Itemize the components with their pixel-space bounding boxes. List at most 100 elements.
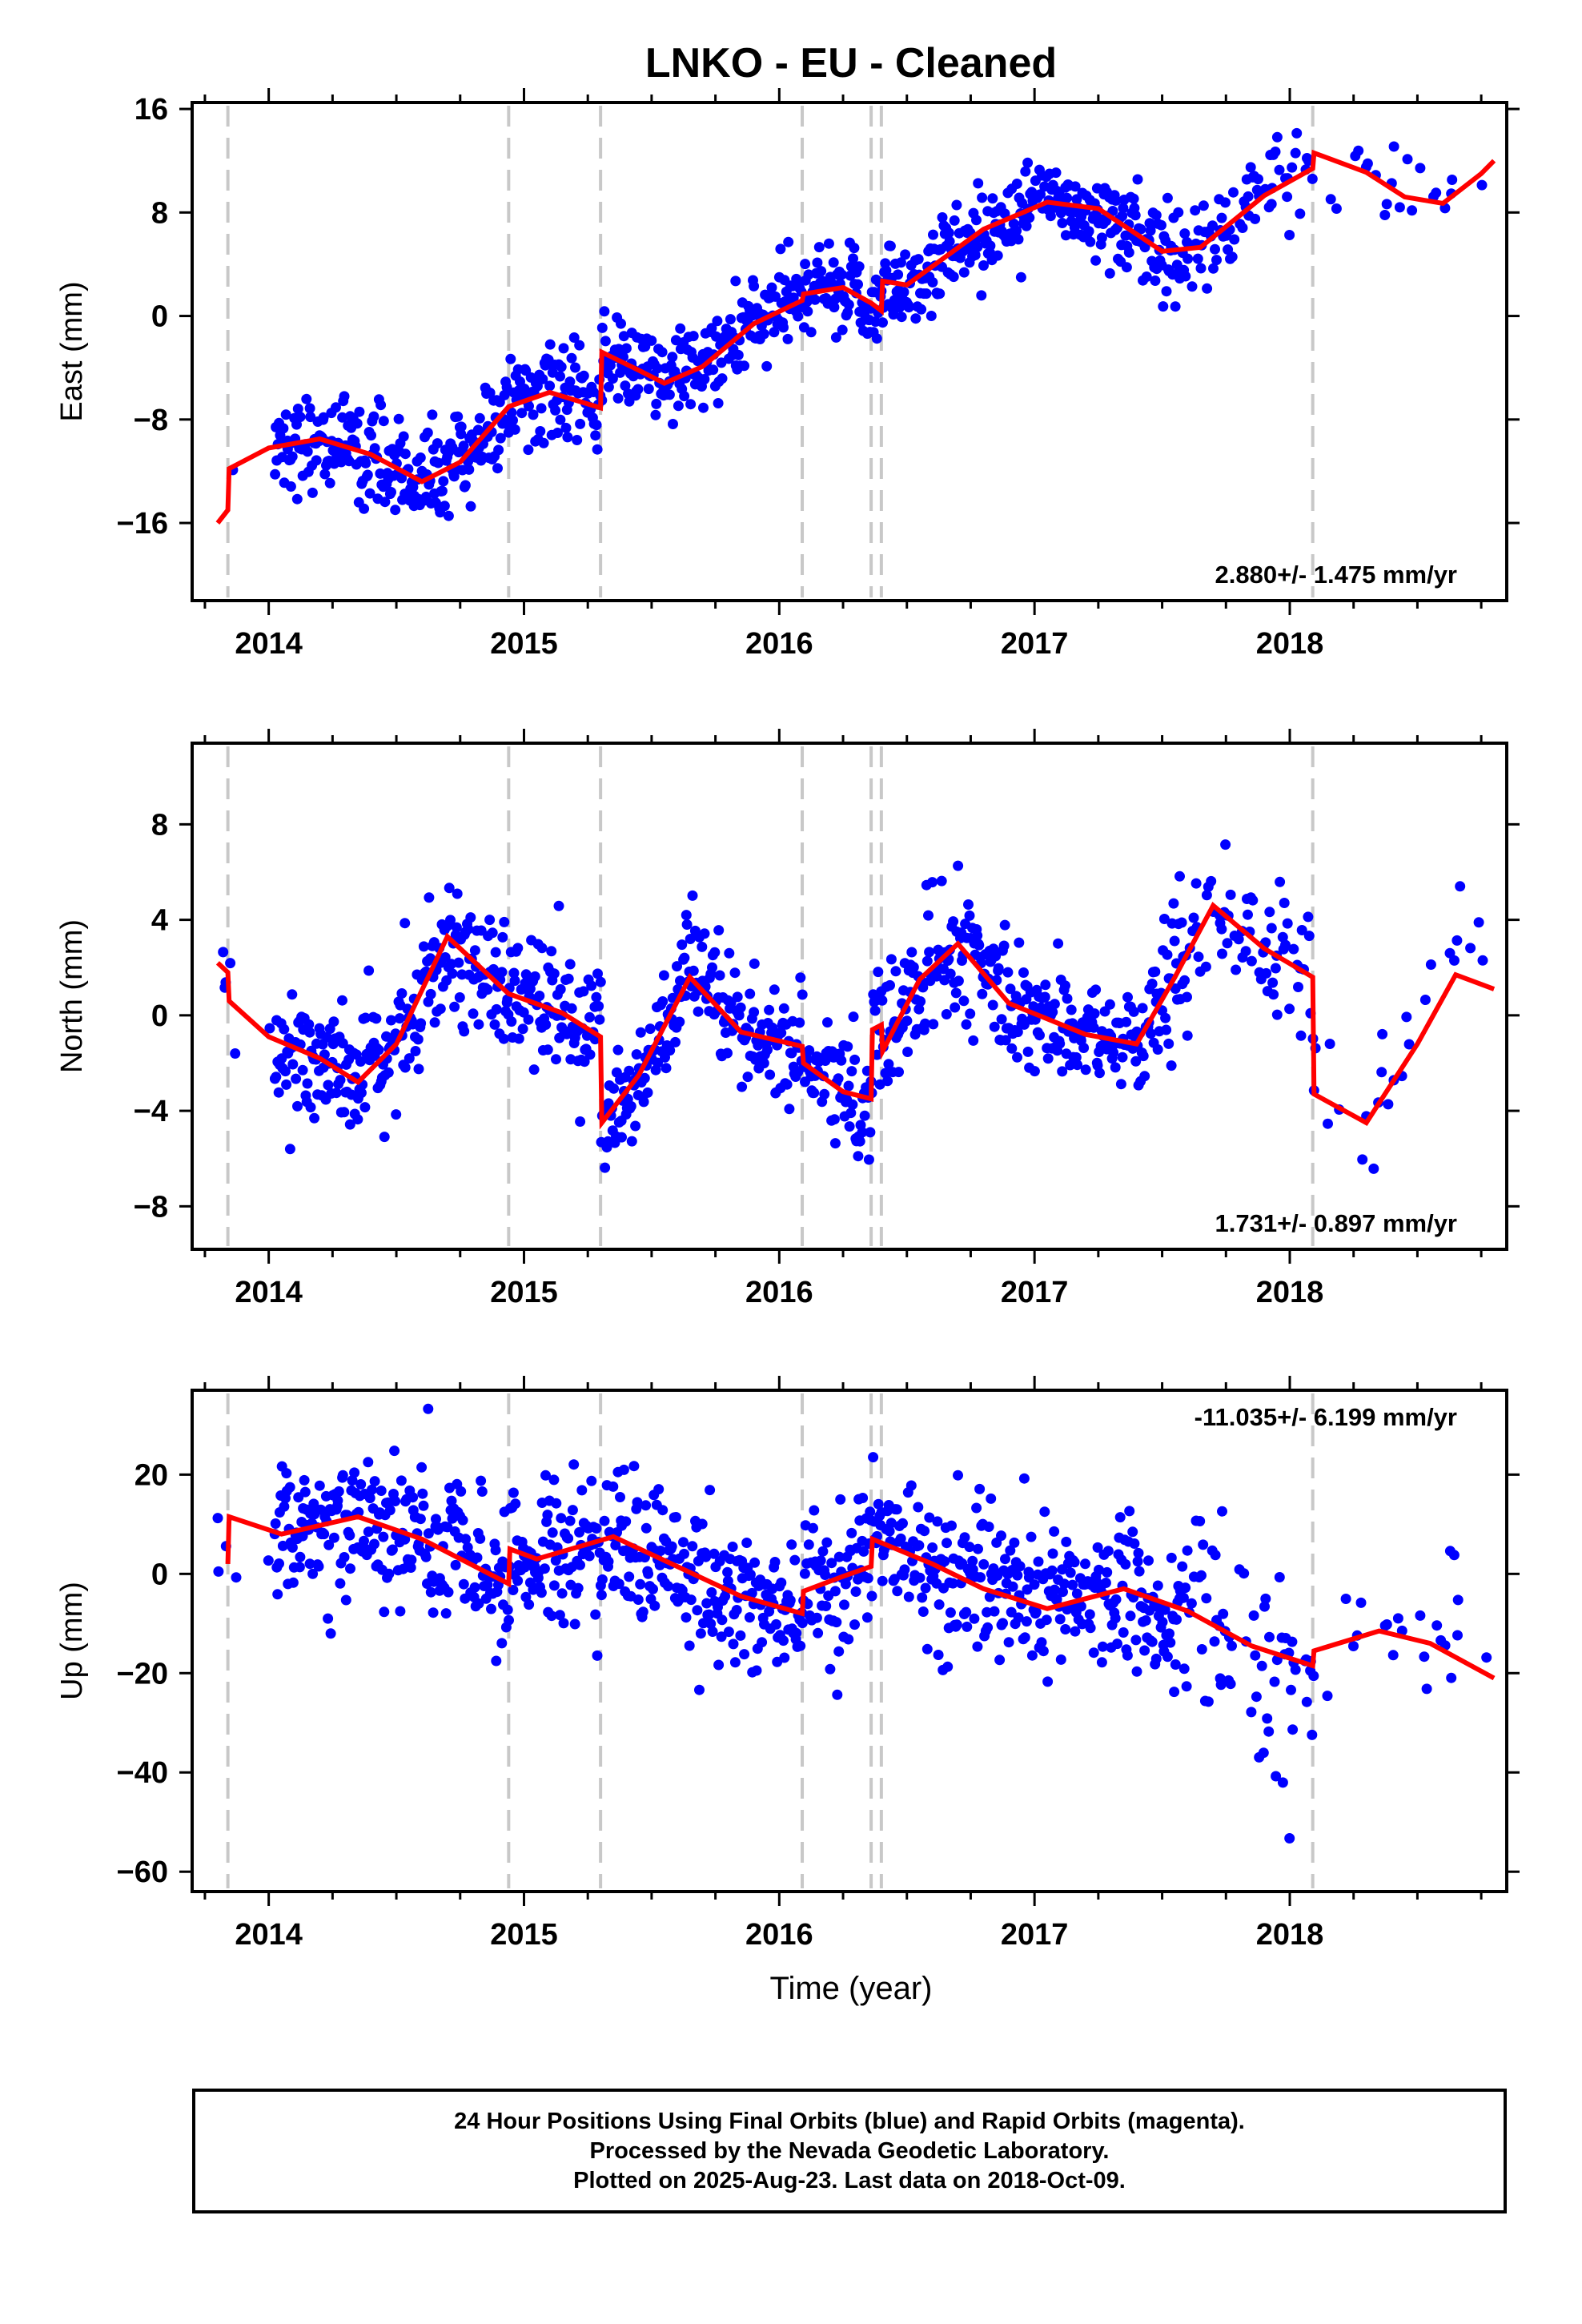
data-point [1198, 200, 1209, 211]
data-point [422, 427, 433, 438]
data-point [624, 1571, 635, 1582]
data-point [733, 1010, 745, 1021]
data-point [1290, 147, 1301, 159]
data-point [564, 376, 576, 388]
data-point [1324, 1039, 1335, 1049]
data-point [272, 1589, 283, 1600]
data-point [459, 1026, 470, 1037]
data-point [1166, 1060, 1177, 1072]
data-point [632, 1594, 644, 1605]
data-point [600, 1162, 611, 1173]
data-point [1018, 967, 1029, 978]
points-layer [227, 127, 1488, 521]
data-point [590, 1609, 601, 1620]
data-point [450, 1559, 461, 1570]
caption-line-2: Processed by the Nevada Geodetic Laborat… [589, 2137, 1110, 2164]
data-point [786, 1539, 797, 1550]
data-point [548, 968, 560, 979]
data-point [1362, 158, 1373, 169]
data-point [1229, 234, 1240, 245]
data-point [369, 1476, 380, 1487]
data-point [496, 967, 508, 978]
data-point [994, 1655, 1006, 1666]
data-point [958, 267, 970, 278]
data-point [1067, 1579, 1078, 1590]
data-point [885, 1518, 897, 1529]
data-point [404, 1053, 415, 1064]
data-point [797, 989, 808, 1000]
data-point [295, 412, 306, 423]
data-point [1054, 1038, 1066, 1049]
data-point [556, 1513, 567, 1524]
data-point [857, 1493, 869, 1503]
y-tick-label: 8 [151, 196, 168, 230]
data-point [523, 1014, 534, 1025]
data-point [490, 947, 501, 958]
data-point [1263, 1726, 1275, 1737]
data-point [551, 1498, 562, 1509]
data-point [819, 1088, 830, 1100]
data-point [1080, 1558, 1090, 1570]
data-point [705, 1618, 717, 1630]
data-point [1196, 1644, 1207, 1655]
data-point [1206, 875, 1217, 887]
data-point [1169, 935, 1180, 947]
data-point [1096, 1657, 1107, 1668]
data-point [1188, 912, 1199, 923]
data-point [684, 1640, 695, 1651]
data-point [454, 992, 465, 1003]
data-point [697, 1518, 708, 1530]
data-point [655, 1546, 666, 1556]
data-point [769, 1557, 781, 1567]
data-point [1091, 183, 1102, 194]
data-point [1200, 961, 1211, 972]
data-point [1088, 1022, 1099, 1033]
data-point [722, 1566, 733, 1578]
data-point [829, 302, 840, 313]
data-point [1071, 1588, 1082, 1599]
data-point [643, 1568, 654, 1579]
data-point [898, 287, 909, 298]
data-point [1150, 1653, 1162, 1664]
data-point [1058, 1578, 1070, 1590]
y-tick-label: −4 [134, 1095, 168, 1128]
data-point [1060, 230, 1071, 241]
data-point [512, 1575, 524, 1586]
data-point [1088, 1647, 1099, 1659]
data-point [460, 1534, 472, 1545]
data-point [902, 1047, 913, 1057]
data-point [476, 1475, 487, 1486]
data-point [1014, 937, 1025, 948]
data-point [883, 1059, 894, 1070]
data-point [1036, 1637, 1047, 1648]
y-axis-label: North (mm) [55, 919, 89, 1073]
data-point [1110, 195, 1122, 206]
data-point [1084, 1609, 1095, 1620]
data-point [657, 996, 669, 1007]
data-point [548, 1580, 560, 1591]
data-point [931, 971, 942, 982]
data-point [962, 1621, 973, 1632]
data-point [337, 1470, 348, 1481]
data-point [322, 1031, 332, 1043]
data-point [1161, 1024, 1172, 1035]
data-point [1296, 925, 1307, 935]
data-point [408, 481, 419, 493]
data-point [781, 1079, 793, 1090]
data-point [950, 987, 962, 999]
data-point [1072, 1059, 1083, 1071]
data-point [1041, 1614, 1052, 1626]
data-point [625, 1100, 636, 1112]
data-point [1250, 213, 1261, 224]
data-point [1022, 1584, 1033, 1595]
data-point [802, 306, 813, 317]
data-point [1210, 1550, 1221, 1561]
data-point [873, 967, 884, 978]
data-point [546, 946, 557, 957]
data-point [1259, 1601, 1270, 1612]
data-point [1069, 1557, 1080, 1568]
data-point [784, 1104, 795, 1115]
data-point [1066, 1004, 1077, 1015]
data-point [971, 215, 982, 226]
data-point [555, 983, 566, 995]
